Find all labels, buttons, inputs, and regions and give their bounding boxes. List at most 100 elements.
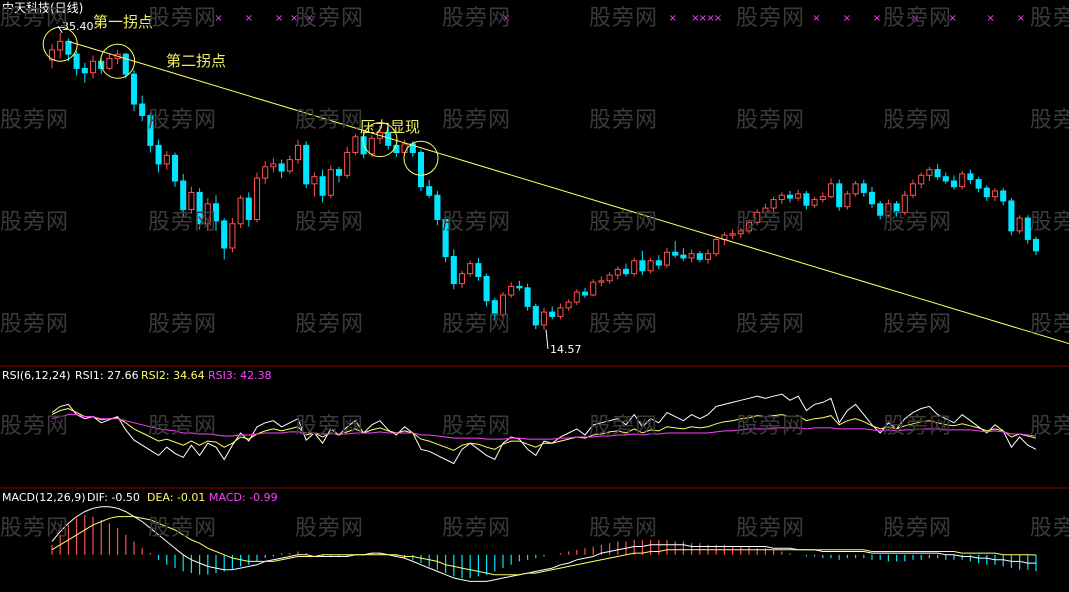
candle-body	[442, 218, 449, 258]
candle-body	[532, 305, 539, 326]
watermark: 股旁网	[442, 312, 512, 337]
candle-body	[139, 103, 146, 116]
watermark: 股旁网	[148, 210, 218, 235]
macd-legend: MACD: -0.99	[209, 491, 278, 504]
rsi-line-2	[51, 407, 1037, 451]
candle-body	[171, 154, 179, 182]
candle-body	[770, 199, 777, 209]
signal-mark: ×	[706, 13, 714, 24]
annotation-resistance: 压力显现	[360, 118, 421, 136]
candle-body	[335, 169, 343, 176]
candle-body	[57, 40, 64, 51]
candle-body	[557, 307, 564, 317]
annotation-circle	[362, 122, 398, 158]
watermark: 股旁网	[1030, 108, 1069, 133]
candle-body	[1032, 238, 1040, 252]
candle-body	[327, 169, 334, 196]
candle-body	[499, 294, 507, 316]
candle-body	[803, 193, 810, 206]
candle-body	[811, 199, 818, 206]
watermark: 股旁网	[295, 516, 365, 541]
candle-body	[434, 194, 441, 220]
watermark: 股旁网	[1030, 312, 1069, 337]
annotation-circle	[100, 43, 136, 79]
candle-body	[819, 196, 826, 201]
candle-body	[245, 197, 252, 220]
watermark: 股旁网	[736, 414, 806, 439]
candle-body	[180, 180, 187, 210]
candle-body	[762, 207, 769, 213]
dea-line	[51, 516, 1037, 576]
signal-mark: ×	[290, 13, 298, 24]
signal-mark: ×	[843, 13, 851, 24]
watermark: 股旁网	[148, 312, 218, 337]
signal-mark: ×	[699, 13, 707, 24]
watermark: 股旁网	[0, 108, 70, 133]
annotation-first-turn: 第一拐点	[93, 13, 154, 31]
candle-body	[89, 60, 97, 74]
watermark: 股旁网	[883, 210, 953, 235]
candle-body	[229, 223, 236, 249]
annotation-circle	[403, 140, 439, 176]
candle-body	[311, 176, 318, 185]
candle-body	[631, 260, 638, 275]
watermark: 股旁网	[148, 108, 218, 133]
watermark: 股旁网	[589, 312, 659, 337]
dif-line	[51, 506, 1036, 582]
candle-body	[491, 300, 498, 316]
high-price-label: 35.40	[62, 20, 94, 33]
candle-body	[598, 280, 605, 283]
candle-body	[590, 281, 597, 296]
candle-body	[458, 273, 466, 285]
candle-body	[524, 287, 531, 307]
candle-body	[991, 190, 999, 198]
candle-body	[294, 144, 302, 161]
watermark: 股旁网	[1030, 6, 1069, 31]
signal-mark: ×	[949, 13, 957, 24]
candle-body	[688, 253, 695, 259]
watermark: 股旁网	[295, 6, 365, 31]
watermark: 股旁网	[0, 414, 70, 439]
watermark: 股旁网	[0, 210, 70, 235]
signal-mark: ×	[502, 13, 510, 24]
watermark: 股旁网	[883, 312, 953, 337]
signal-mark: ×	[305, 13, 313, 24]
watermark: 股旁网	[442, 6, 512, 31]
candle-body	[934, 169, 941, 178]
candle-body	[106, 57, 113, 69]
candle-body	[122, 53, 129, 75]
candle-body	[663, 251, 671, 266]
candle-body	[844, 193, 851, 208]
low-price-label: 14.57	[550, 343, 582, 356]
rsi2-legend: RSI2: 34.64	[141, 369, 205, 382]
candle-body	[65, 40, 72, 55]
candle-body	[836, 183, 843, 208]
candle-body	[401, 143, 408, 153]
candle-body	[795, 193, 802, 199]
watermark: 股旁网	[442, 108, 512, 133]
candle-body	[926, 169, 933, 176]
watermark: 股旁网	[589, 210, 659, 235]
watermark: 股旁网	[736, 210, 806, 235]
candle-body	[270, 163, 277, 168]
candle-body	[368, 137, 375, 155]
watermark: 股旁网	[1030, 414, 1069, 439]
watermark: 股旁网	[883, 108, 953, 133]
signal-mark: ×	[911, 13, 919, 24]
candle-body	[73, 53, 80, 69]
trend-line	[68, 40, 1069, 345]
candle-body	[130, 73, 138, 105]
watermark: 股旁网	[736, 108, 806, 133]
candle-body	[303, 144, 310, 185]
candle-body	[893, 203, 900, 213]
watermark: 股旁网	[295, 108, 365, 133]
candle-body	[639, 260, 646, 272]
candle-body	[918, 174, 925, 185]
candle-body	[540, 311, 548, 326]
watermark: 股旁网	[589, 516, 659, 541]
candle-body	[622, 268, 630, 275]
candle-body	[352, 136, 359, 153]
signal-mark: ×	[275, 13, 283, 24]
rsi-line-3	[51, 414, 1037, 440]
